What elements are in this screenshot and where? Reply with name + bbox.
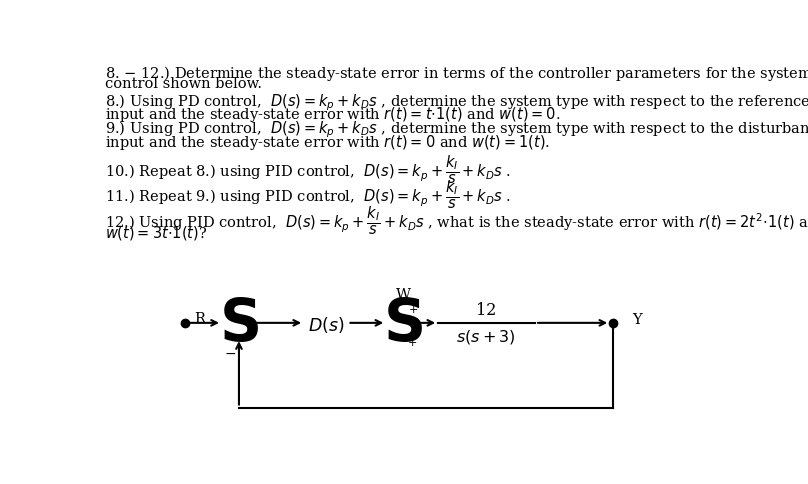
Text: 8.) Using PD control,  $D(s) =k_p + k_D s$ , determine the system type with resp: 8.) Using PD control, $D(s) =k_p + k_D s…	[105, 92, 808, 112]
Text: W: W	[396, 287, 410, 301]
Text: 12: 12	[476, 302, 496, 318]
Text: 12.) Using PID control,  $D(s) =k_p + \dfrac{k_I}{s} + k_D s$ , what is the stea: 12.) Using PID control, $D(s) =k_p + \df…	[105, 204, 808, 236]
Text: input and the steady-state error with $r(t) = 0$ and $w(t) = 1(t)$.: input and the steady-state error with $r…	[105, 133, 549, 151]
Text: 11.) Repeat 9.) using PID control,  $D(s) =k_p + \dfrac{k_I}{s} + k_D s$ .: 11.) Repeat 9.) using PID control, $D(s)…	[105, 179, 511, 211]
Text: 8. $-$ 12.) Determine the steady-state error in terms of the controller paramete: 8. $-$ 12.) Determine the steady-state e…	[105, 64, 808, 83]
Text: control shown below.: control shown below.	[105, 77, 262, 91]
Text: −: −	[225, 346, 237, 360]
Text: R: R	[194, 311, 205, 325]
Text: 9.) Using PD control,  $D(s) =k_p + k_D s$ , determine the system type with resp: 9.) Using PD control, $D(s) =k_p + k_D s…	[105, 120, 808, 140]
Text: 10.) Repeat 8.) using PID control,  $D(s) =k_p + \dfrac{k_I}{s} + k_D s$ .: 10.) Repeat 8.) using PID control, $D(s)…	[105, 153, 511, 185]
Text: $s(s +3)$: $s(s +3)$	[457, 327, 516, 345]
Text: $\mathbf{S}$: $\mathbf{S}$	[219, 296, 259, 352]
Text: $w(t) = 3t{\cdot}1(t)$?: $w(t) = 3t{\cdot}1(t)$?	[105, 223, 207, 241]
Text: +: +	[408, 337, 417, 347]
Text: input and the steady-state error with $r(t) = t{\cdot}1(t)$ and $w(t) = 0$.: input and the steady-state error with $r…	[105, 105, 560, 124]
Text: +: +	[223, 306, 233, 316]
Text: $\mathbf{S}$: $\mathbf{S}$	[383, 296, 423, 352]
Text: $D(s)$: $D(s)$	[308, 314, 344, 334]
Text: +: +	[409, 305, 418, 315]
Text: Y: Y	[632, 313, 642, 326]
